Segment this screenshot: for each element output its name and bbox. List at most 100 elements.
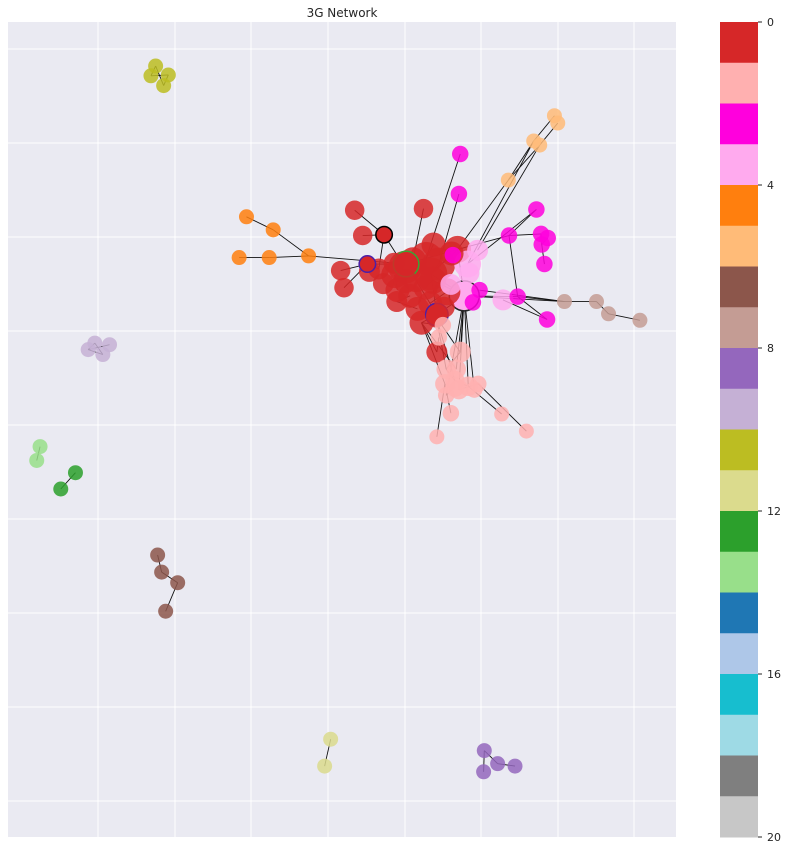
network-node <box>632 312 648 328</box>
colorbar-tick-label: 20 <box>767 831 781 844</box>
colorbar-swatch <box>720 674 758 716</box>
network-node <box>67 465 83 481</box>
network-node <box>170 575 186 591</box>
network-node <box>383 252 405 274</box>
network-node <box>358 255 377 274</box>
colorbar-swatch <box>720 388 758 430</box>
network-node <box>532 137 548 153</box>
colorbar-swatch <box>720 62 758 104</box>
chart-title: 3G Network <box>307 6 378 20</box>
network-node <box>344 200 365 221</box>
network-node <box>458 262 480 284</box>
network-node <box>156 78 172 94</box>
node-layer <box>29 58 648 780</box>
colorbar-swatch <box>720 144 758 186</box>
network-node <box>538 311 556 328</box>
network-node <box>440 273 462 295</box>
network-node <box>518 423 534 439</box>
network-edge <box>457 179 509 250</box>
network-node <box>238 209 254 225</box>
colorbar-swatch <box>720 22 758 64</box>
network-node <box>442 404 460 422</box>
network-node <box>32 439 48 455</box>
network-node <box>430 329 448 346</box>
colorbar-tick-label: 4 <box>767 179 774 192</box>
colorbar-swatch <box>720 592 758 634</box>
colorbar-swatch <box>720 185 758 227</box>
grid-lines <box>8 22 676 837</box>
network-node <box>533 236 550 253</box>
colorbar-swatch <box>720 551 758 593</box>
network-node <box>589 294 605 310</box>
network-node <box>334 277 354 298</box>
network-node <box>154 564 170 580</box>
network-node <box>317 758 333 774</box>
plot-area <box>8 22 676 837</box>
colorbar-tick-label: 0 <box>767 16 774 29</box>
network-node <box>301 248 317 264</box>
colorbar-swatch <box>720 103 758 145</box>
network-node <box>528 201 545 218</box>
network-node <box>476 743 492 759</box>
network-node <box>375 225 394 244</box>
network-node <box>352 225 373 246</box>
network-node <box>467 239 489 261</box>
network-node <box>426 341 448 363</box>
network-node <box>330 260 351 281</box>
colorbar-swatch <box>720 633 758 675</box>
network-node <box>471 281 488 299</box>
network-node <box>490 756 506 772</box>
network-node <box>261 250 277 266</box>
network-node <box>158 603 174 619</box>
colorbar-swatch <box>720 796 758 838</box>
colorbar-tick-label: 12 <box>767 505 781 518</box>
colorbar-tick-label: 16 <box>767 668 781 681</box>
network-node <box>231 250 247 266</box>
network-node <box>449 341 471 363</box>
network-node <box>500 227 518 244</box>
network-edge <box>507 144 541 181</box>
network-node <box>536 255 553 273</box>
network-node <box>143 68 159 84</box>
network-node <box>53 481 69 497</box>
network-node <box>29 452 45 468</box>
network-node <box>95 347 111 363</box>
network-node <box>494 406 510 422</box>
network-node <box>492 289 514 311</box>
network-node <box>386 291 408 313</box>
colorbar: 0 4 8 12 16 20 <box>720 16 781 844</box>
network-node <box>433 296 455 318</box>
network-node <box>421 232 446 257</box>
colorbar-swatch <box>720 511 758 553</box>
network-node <box>323 731 339 747</box>
network-node <box>476 764 492 780</box>
colorbar-swatch <box>720 470 758 512</box>
network-node <box>550 115 566 131</box>
network-node <box>450 185 468 203</box>
network-node <box>429 429 445 445</box>
network-node <box>80 342 96 358</box>
network-node <box>150 547 166 563</box>
colorbar-swatch <box>720 348 758 390</box>
colorbar-swatch <box>720 714 758 756</box>
network-node <box>601 306 617 322</box>
network-edge <box>507 140 535 181</box>
network-node <box>265 222 281 238</box>
network-node <box>466 381 483 398</box>
network-node <box>444 246 462 264</box>
network-edge <box>508 235 519 297</box>
network-node <box>451 145 469 163</box>
network-node <box>413 198 434 219</box>
colorbar-swatch <box>720 755 758 797</box>
network-edge <box>477 144 541 251</box>
colorbar-swatch <box>720 307 758 349</box>
network-node <box>437 387 455 404</box>
colorbar-swatch <box>720 266 758 308</box>
colorbar-swatch <box>720 225 758 267</box>
network-node <box>372 273 394 295</box>
network-node <box>556 294 572 310</box>
network-node <box>500 172 516 188</box>
network-node <box>464 294 482 311</box>
network-node <box>509 288 526 305</box>
